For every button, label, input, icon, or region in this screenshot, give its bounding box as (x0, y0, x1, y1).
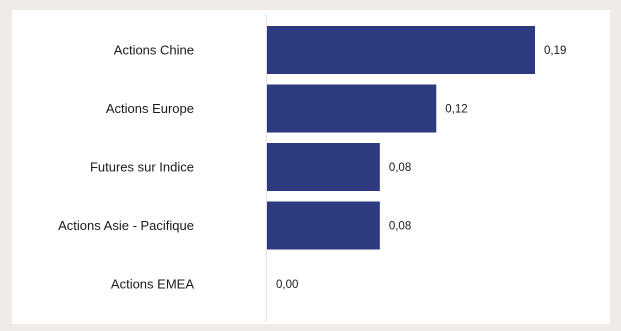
category-label: Futures sur Indice (90, 160, 194, 175)
bar (267, 84, 437, 133)
category-label: Actions Asie - Pacifique (58, 218, 194, 233)
value-label: 0,19 (544, 45, 566, 57)
value-label: 0,12 (445, 104, 467, 116)
value-label: 0,08 (389, 221, 411, 233)
value-label: 0,08 (389, 162, 411, 174)
category-label: Actions Chine (114, 43, 194, 58)
bars-group: Actions Chine 0,19 Actions Europe 0,12 Futur… (58, 26, 566, 292)
bar (267, 201, 380, 250)
bar (267, 26, 535, 74)
bar (267, 143, 380, 191)
value-label: 0,00 (276, 279, 298, 291)
category-label: Actions EMEA (111, 277, 194, 292)
category-label: Actions Europe (106, 101, 194, 116)
